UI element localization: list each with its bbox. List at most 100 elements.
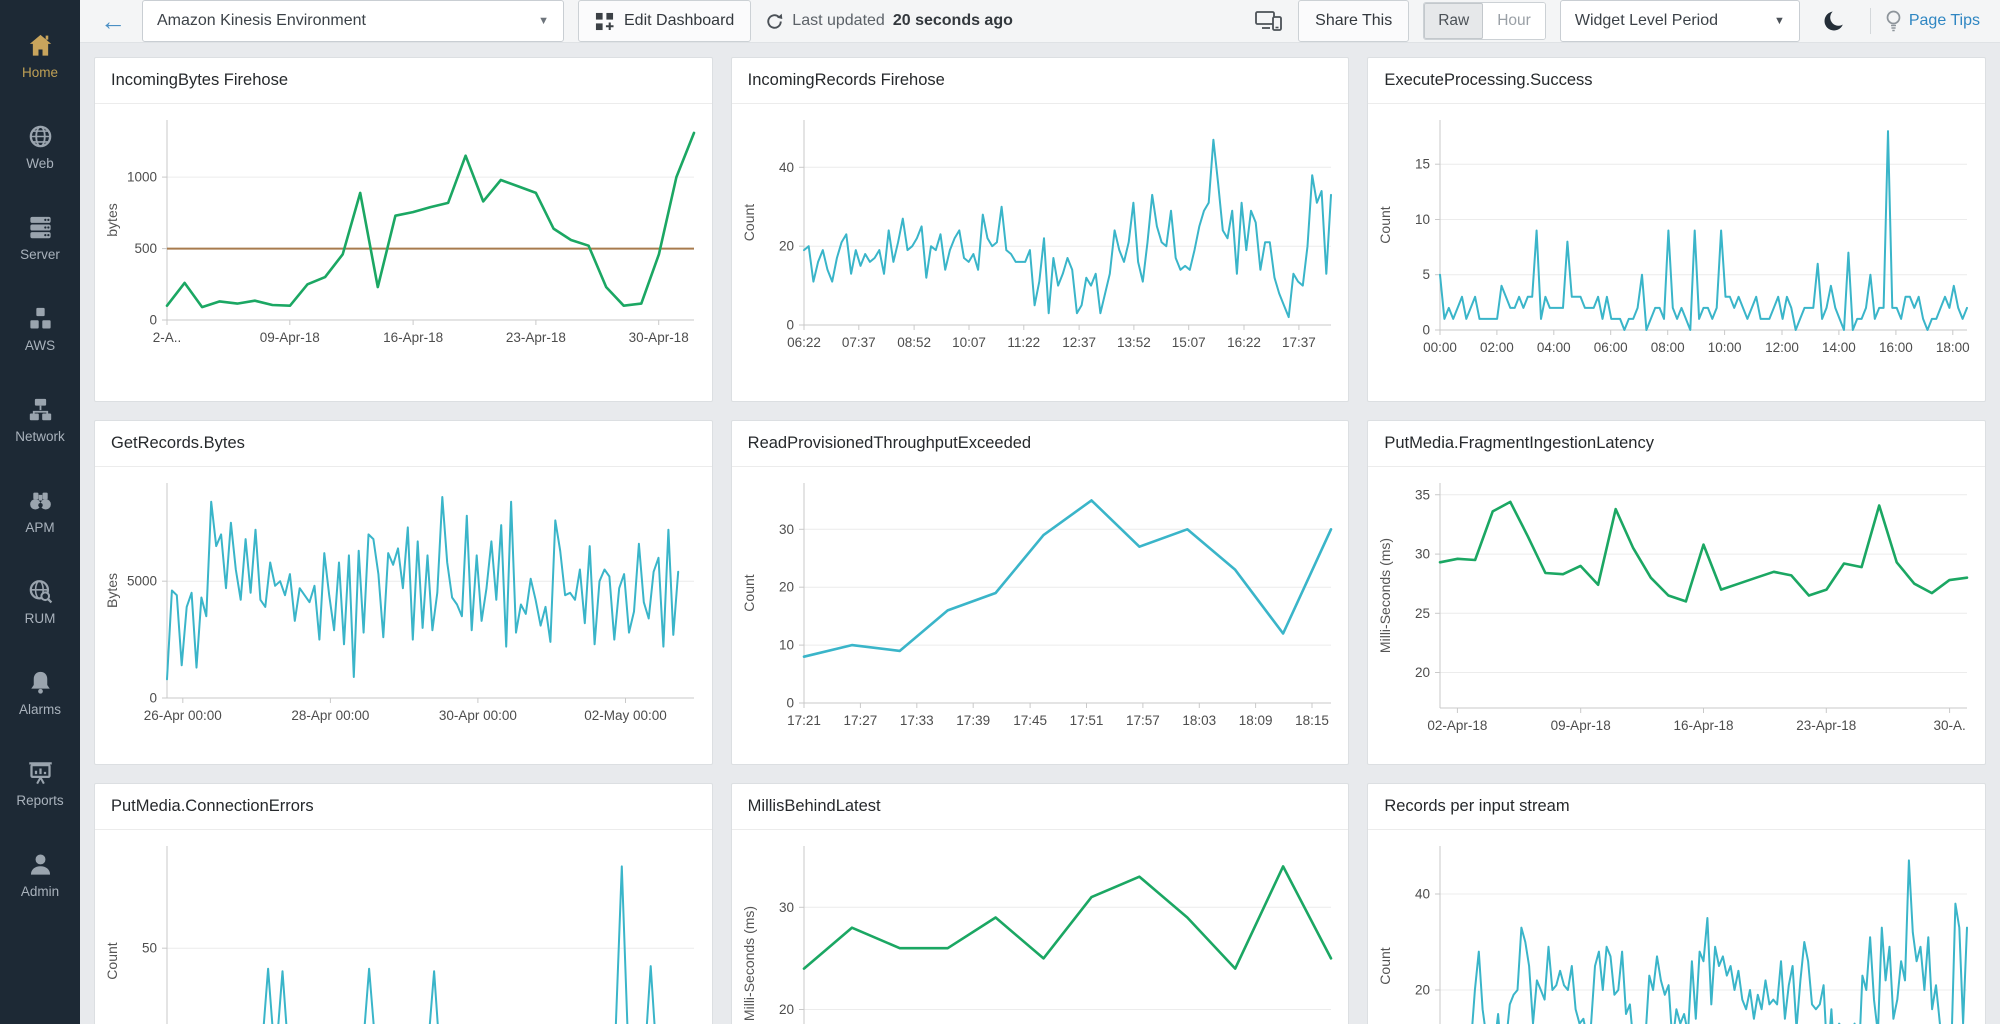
svg-text:07:37: 07:37 [842, 335, 876, 350]
widget-incomingbytes-firehose: IncomingBytes Firehose 0 500 1000 2-A.. 09-A… [94, 57, 713, 402]
server-icon [29, 216, 51, 238]
sidebar-item-alarms[interactable]: Alarms [0, 647, 80, 738]
svg-text:16-Apr-18: 16-Apr-18 [383, 330, 443, 345]
chart-records-per-input-stream[interactable]: 0204018:0021:0000:0003:0006:0009:0012:00… [1368, 830, 1985, 1024]
sidebar-item-network[interactable]: Network [0, 374, 80, 465]
sidebar-item-web[interactable]: Web [0, 101, 80, 192]
svg-text:0: 0 [786, 696, 794, 711]
devices-icon[interactable] [1254, 9, 1284, 33]
sidebar-item-reports[interactable]: Reports [0, 738, 80, 829]
svg-text:00:00: 00:00 [1423, 340, 1457, 355]
globe-icon [29, 125, 51, 147]
widget-putmedia-connectionerrors: PutMedia.ConnectionErrors 05018:0021:000… [94, 783, 713, 1024]
svg-text:17:37: 17:37 [1282, 335, 1316, 350]
svg-text:02-Apr-18: 02-Apr-18 [1428, 718, 1488, 733]
last-updated-prefix: Last updated [792, 12, 885, 29]
widget-level-period-select[interactable]: Widget Level Period ▼ [1559, 0, 1800, 42]
svg-text:10: 10 [779, 638, 794, 653]
svg-text:30: 30 [779, 900, 794, 915]
widget-getrecords-bytes: GetRecords.Bytes 0 5000 26-Apr 00:00 28-Apr… [94, 420, 713, 765]
svg-text:18:09: 18:09 [1238, 713, 1272, 728]
dashboard-select[interactable]: Amazon Kinesis Environment ▼ [142, 0, 564, 42]
chevron-down-icon: ▼ [1773, 15, 1785, 27]
person-icon [30, 853, 50, 875]
sidebar-item-label: Alarms [18, 701, 61, 717]
svg-text:20: 20 [779, 239, 794, 254]
toggle-raw[interactable]: Raw [1424, 3, 1484, 39]
svg-text:18:03: 18:03 [1182, 713, 1216, 728]
sidebar-item-label: AWS [24, 337, 56, 353]
svg-text:Milli-Seconds (ms): Milli-Seconds (ms) [741, 906, 757, 1021]
svg-text:50: 50 [142, 941, 157, 956]
svg-text:10:00: 10:00 [1708, 340, 1742, 355]
sidebar-item-admin[interactable]: Admin [0, 829, 80, 920]
sidebar-item-apm[interactable]: APM [0, 465, 80, 556]
sidebar-item-home[interactable]: Home [0, 10, 80, 101]
presentation-icon [28, 761, 52, 784]
chart-putmedia-fragmentingestionlatency[interactable]: 20 25 30 35 02-Apr-18 09-Apr-18 16-Apr-18 23-Ap… [1368, 467, 1985, 764]
sidebar-item-server[interactable]: Server [0, 192, 80, 283]
sidebar-item-label: Network [15, 428, 65, 444]
svg-text:06:00: 06:00 [1594, 340, 1628, 355]
sidebar-item-label: RUM [24, 610, 56, 626]
widget-title: Records per input stream [1368, 784, 1985, 830]
svg-text:10:07: 10:07 [952, 335, 986, 350]
widget-title: ExecuteProcessing.Success [1368, 58, 1985, 104]
svg-text:0: 0 [149, 691, 157, 706]
svg-text:40: 40 [779, 160, 794, 175]
svg-text:14:00: 14:00 [1822, 340, 1856, 355]
binoculars-icon [29, 492, 51, 509]
chart-incomingbytes-firehose[interactable]: 0 500 1000 2-A.. 09-Apr-18 16-Apr-18 23-Apr-18… [95, 104, 712, 401]
svg-text:0: 0 [149, 313, 157, 328]
lightbulb-icon [1886, 10, 1901, 32]
sidebar-item-rum[interactable]: RUM [0, 556, 80, 647]
chevron-down-icon: ▼ [538, 15, 549, 27]
svg-text:17:45: 17:45 [1013, 713, 1047, 728]
svg-text:06:22: 06:22 [787, 335, 821, 350]
svg-text:Count: Count [741, 574, 757, 611]
svg-text:09-Apr-18: 09-Apr-18 [1551, 718, 1611, 733]
svg-text:16-Apr-18: 16-Apr-18 [1674, 718, 1734, 733]
svg-text:0: 0 [1423, 323, 1431, 338]
widget-level-period-value: Widget Level Period [1574, 12, 1719, 29]
globe-search-icon [29, 579, 52, 603]
bell-icon [30, 671, 50, 694]
divider [1869, 8, 1871, 34]
sidebar-item-aws[interactable]: AWS [0, 283, 80, 374]
sidebar-item-label: Reports [16, 792, 64, 808]
svg-text:1000: 1000 [127, 170, 157, 185]
svg-text:11:22: 11:22 [1007, 335, 1040, 350]
svg-text:17:27: 17:27 [843, 713, 877, 728]
chart-putmedia-connectionerrors[interactable]: 05018:0021:0000:0003:0006:0009:0012:0015… [95, 830, 712, 1024]
svg-text:5000: 5000 [127, 574, 157, 589]
widget-title: ReadProvisionedThroughputExceeded [731, 421, 1349, 467]
svg-text:02-May 00:00: 02-May 00:00 [584, 708, 667, 723]
page-tips-link[interactable]: Page Tips [1885, 10, 1980, 32]
svg-text:5: 5 [1423, 267, 1431, 282]
share-this-button[interactable]: Share This [1298, 0, 1410, 42]
chart-millisbehindlatest[interactable]: 203017:2117:2717:3317:3917:4517:5117:571… [732, 830, 1349, 1024]
last-updated: Last updated 20 seconds ago [765, 12, 1013, 31]
chart-readprovisionedthroughputexceeded[interactable]: 0 10 20 30 17:21 17:27 17:33 17:39 17:45 17:51 17:… [732, 467, 1349, 764]
period-toggle: Raw Hour [1423, 2, 1546, 40]
svg-text:Bytes: Bytes [104, 573, 120, 608]
chart-incomingrecords-firehose[interactable]: 0 20 40 06:22 07:37 08:52 10:07 11:22 12:37 13:52… [732, 104, 1349, 401]
svg-text:30: 30 [779, 522, 794, 537]
dark-mode-moon-icon[interactable] [1822, 8, 1848, 34]
svg-text:04:00: 04:00 [1537, 340, 1571, 355]
edit-dashboard-button[interactable]: Edit Dashboard [578, 0, 752, 42]
toggle-hour[interactable]: Hour [1483, 3, 1545, 39]
svg-text:30: 30 [1415, 547, 1430, 562]
refresh-icon[interactable] [765, 12, 784, 31]
cubes-icon [29, 307, 51, 329]
topbar: ← Amazon Kinesis Environment ▼ Edit Dash… [80, 0, 2000, 43]
widget-title: PutMedia.FragmentIngestionLatency [1368, 421, 1985, 467]
svg-text:18:00: 18:00 [1936, 340, 1970, 355]
svg-text:20: 20 [779, 1002, 794, 1017]
chart-executeprocessing-success[interactable]: 0 5 10 15 00:00 02:00 04:00 06:00 08:00 10:00 12:0… [1368, 104, 1985, 401]
back-arrow-icon[interactable]: ← [100, 6, 126, 36]
chart-getrecords-bytes[interactable]: 0 5000 26-Apr 00:00 28-Apr 00:00 30-Apr 00:0… [95, 467, 712, 764]
widget-title: MillisBehindLatest [731, 784, 1349, 830]
svg-text:23-Apr-18: 23-Apr-18 [1797, 718, 1857, 733]
widget-incomingrecords-firehose: IncomingRecords Firehose 0 20 40 06:22 07:37… [730, 57, 1350, 402]
